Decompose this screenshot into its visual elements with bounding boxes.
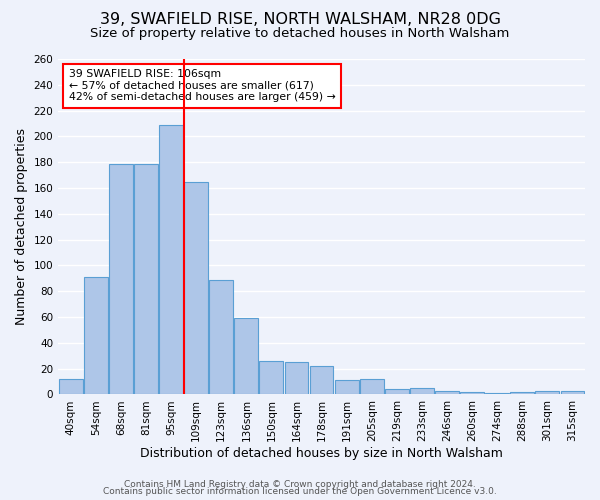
Bar [485, 393, 509, 394]
Text: Contains public sector information licensed under the Open Government Licence v3: Contains public sector information licen… [103, 487, 497, 496]
Text: Contains HM Land Registry data © Crown copyright and database right 2024.: Contains HM Land Registry data © Crown c… [124, 480, 476, 489]
Bar [259, 361, 283, 394]
Bar [284, 362, 308, 394]
Bar [385, 390, 409, 394]
Bar [511, 392, 534, 394]
Bar [335, 380, 359, 394]
Bar [410, 388, 434, 394]
Bar [460, 392, 484, 394]
Bar [134, 164, 158, 394]
Text: Size of property relative to detached houses in North Walsham: Size of property relative to detached ho… [91, 28, 509, 40]
Bar [360, 379, 383, 394]
Y-axis label: Number of detached properties: Number of detached properties [15, 128, 28, 325]
Bar [310, 366, 334, 394]
Bar [435, 390, 459, 394]
X-axis label: Distribution of detached houses by size in North Walsham: Distribution of detached houses by size … [140, 447, 503, 460]
Bar [109, 164, 133, 394]
Text: 39, SWAFIELD RISE, NORTH WALSHAM, NR28 0DG: 39, SWAFIELD RISE, NORTH WALSHAM, NR28 0… [100, 12, 500, 28]
Bar [59, 379, 83, 394]
Text: 39 SWAFIELD RISE: 106sqm
← 57% of detached houses are smaller (617)
42% of semi-: 39 SWAFIELD RISE: 106sqm ← 57% of detach… [69, 69, 335, 102]
Bar [84, 277, 108, 394]
Bar [159, 125, 183, 394]
Bar [184, 182, 208, 394]
Bar [560, 390, 584, 394]
Bar [535, 390, 559, 394]
Bar [235, 318, 258, 394]
Bar [209, 280, 233, 394]
